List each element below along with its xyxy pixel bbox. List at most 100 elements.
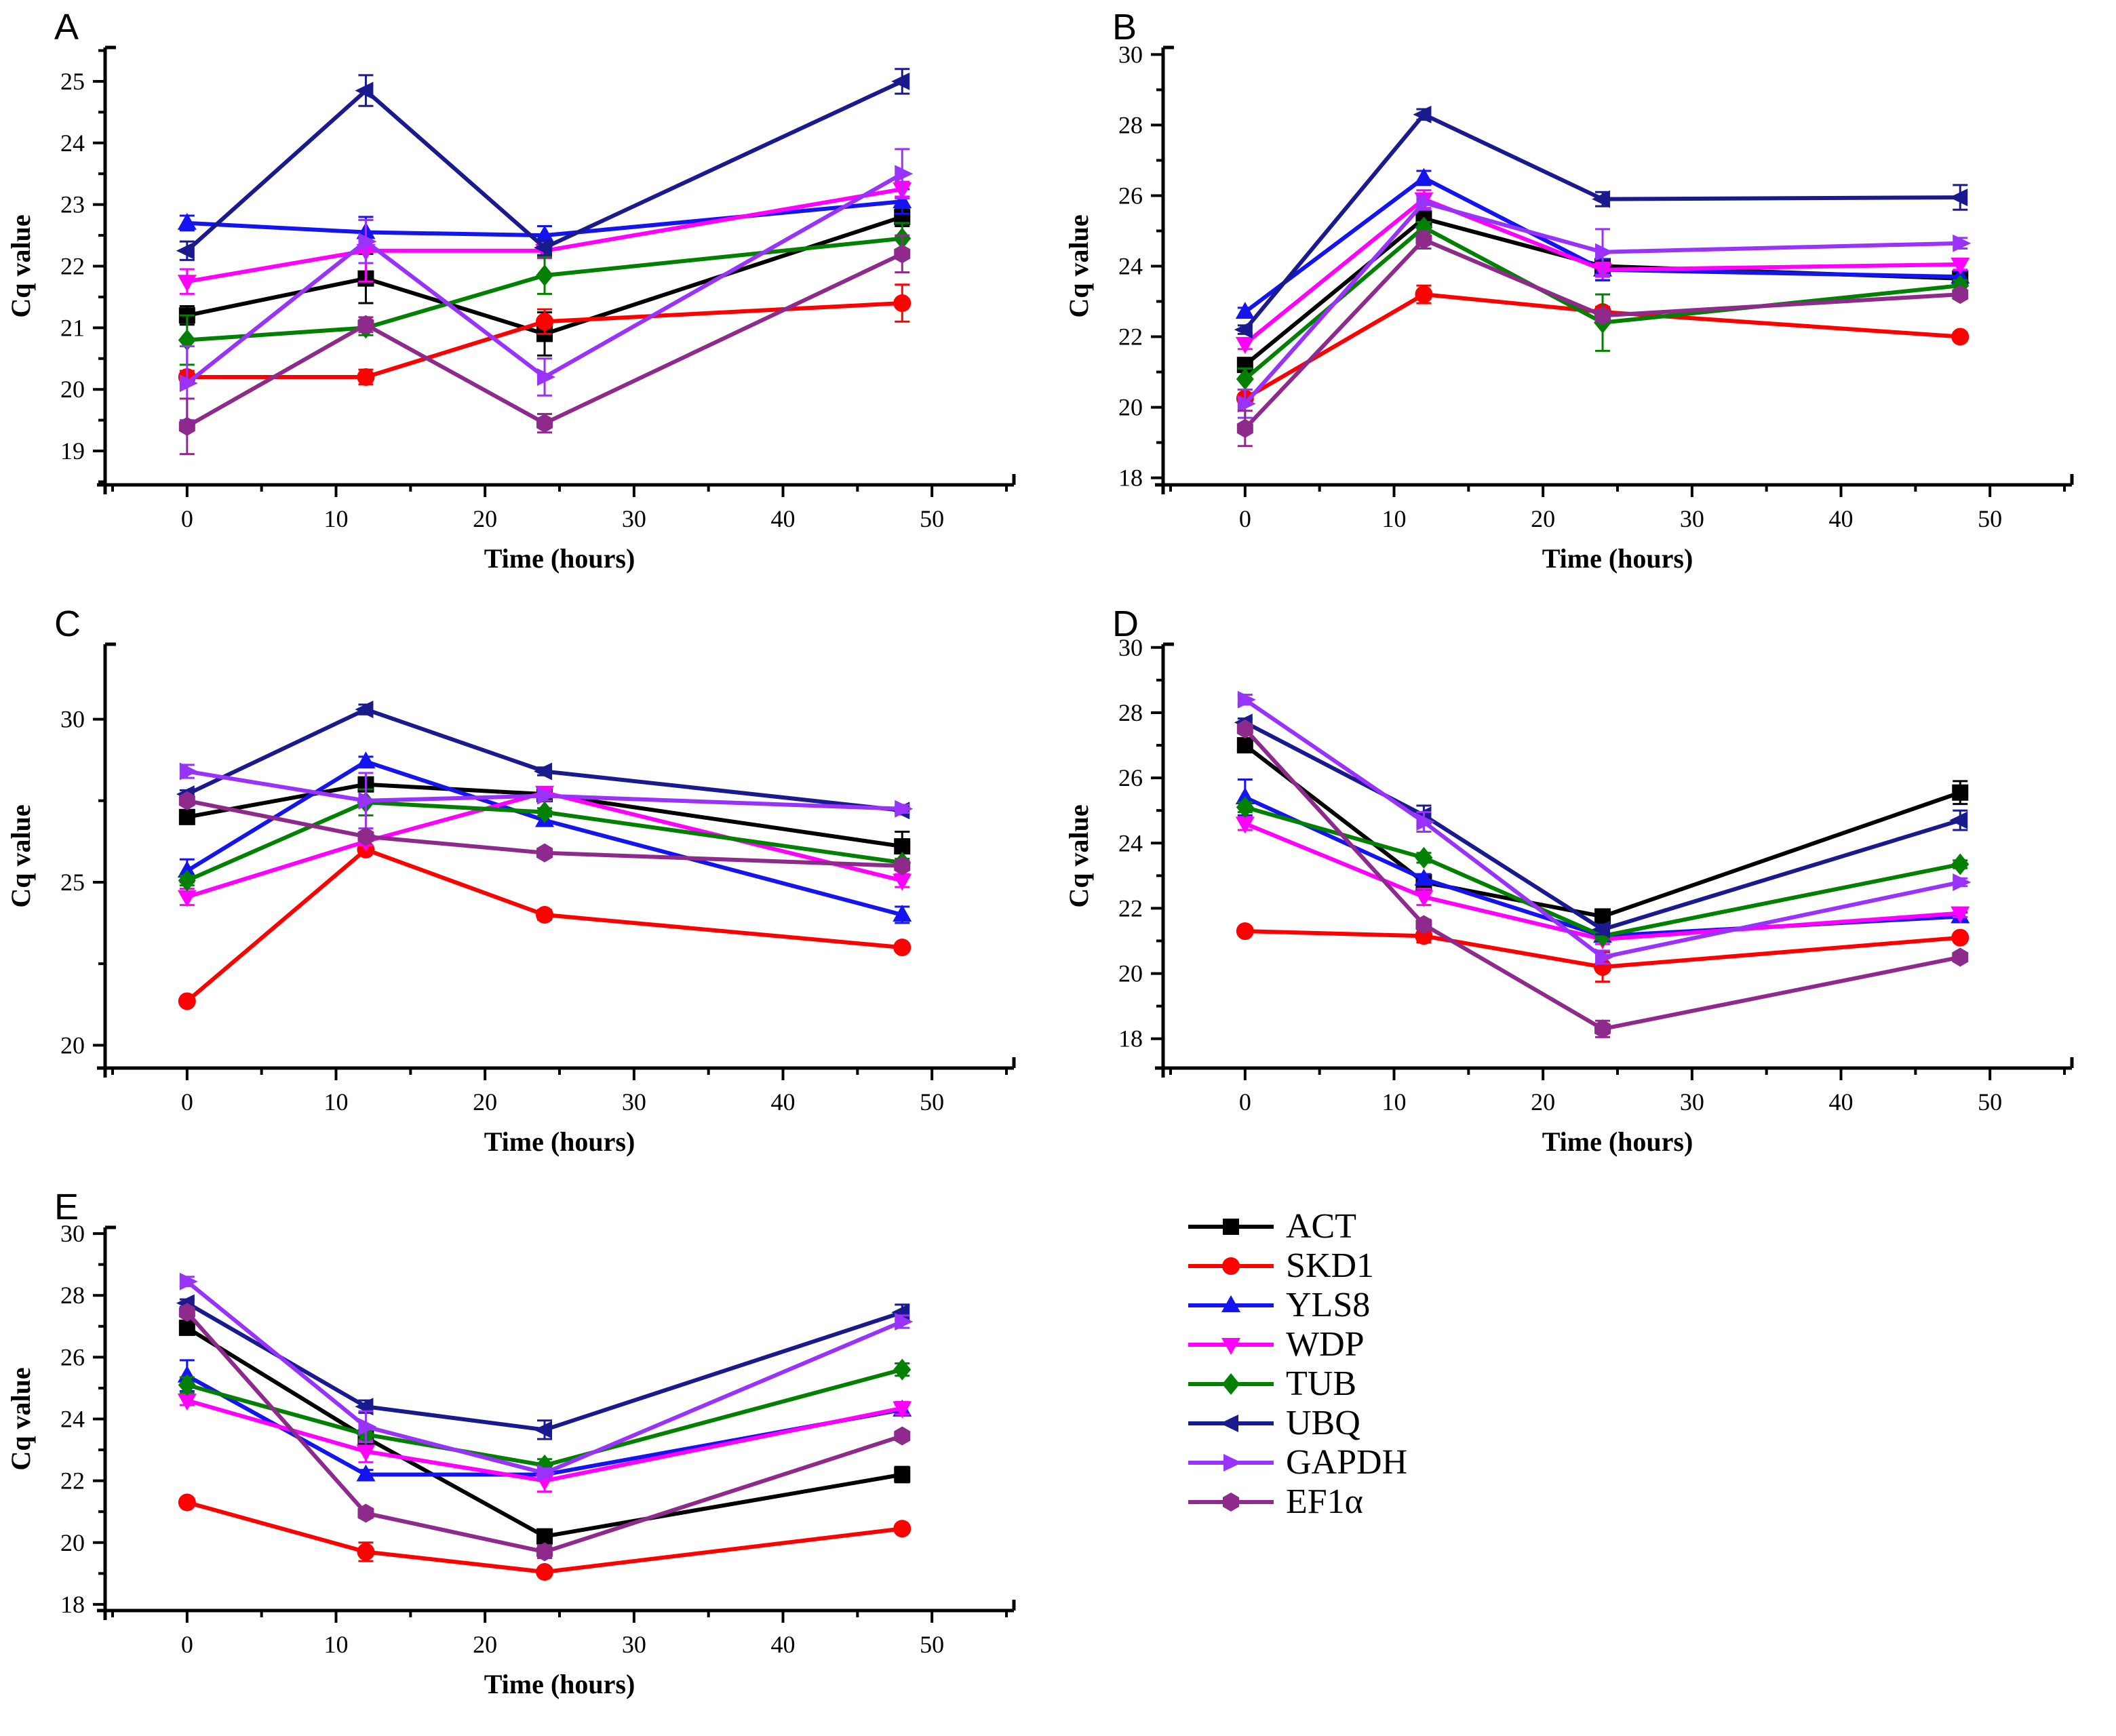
x-tick-label: 10 <box>324 1631 348 1658</box>
x-axis-title: Time (hours) <box>484 1669 635 1699</box>
chart-svg-A: 19 20 21 22 23 24 25 0 10 20 30 40 50 Time (hours) Cq … <box>5 7 1016 574</box>
hexagon-marker <box>1594 1019 1611 1039</box>
legend-label-SKD1: SKD1 <box>1286 1246 1375 1285</box>
triangle-up-marker <box>1235 302 1255 319</box>
triangle-left-marker <box>1592 920 1611 939</box>
series-line-WDP <box>1243 197 1961 346</box>
y-tick-label: 20 <box>1118 394 1143 421</box>
hexagon-marker <box>536 843 553 863</box>
legend-swatch-UBQ <box>1188 1415 1274 1432</box>
tick-labels-E: 18 20 22 24 26 28 30 0 10 20 30 40 50 <box>60 1220 944 1658</box>
legend-swatch-TUB <box>1188 1373 1274 1395</box>
circle-marker <box>1236 922 1254 941</box>
x-tick-label: 50 <box>920 1088 944 1116</box>
series-line-EF1a <box>185 1311 903 1554</box>
y-tick-label: 18 <box>1118 465 1143 492</box>
x-tick-label: 0 <box>1239 1088 1251 1116</box>
triangle-up-marker <box>535 225 555 243</box>
series-SKD1 <box>178 1493 912 1581</box>
panel-a: 19 20 21 22 23 24 25 0 10 20 30 40 50 Time (hours) Cq … <box>0 7 1058 604</box>
x-axis-title: Time (hours) <box>1542 543 1693 574</box>
circle-marker <box>357 1543 375 1561</box>
triangle-right-marker <box>1223 1454 1242 1472</box>
triangle-left-marker <box>534 1421 553 1439</box>
y-tick-label: 28 <box>1118 111 1143 138</box>
hexagon-marker <box>536 1542 553 1562</box>
circle-marker <box>536 1563 554 1581</box>
legend-item-WDP: WDP <box>1187 1325 2116 1364</box>
hexagon-marker <box>1415 230 1432 250</box>
triangle-down-marker <box>177 1394 197 1411</box>
triangle-down-marker <box>893 1401 912 1419</box>
y-axis-title: Cq value <box>1063 214 1094 317</box>
y-tick-label: 18 <box>60 1591 85 1618</box>
y-tick-label: 20 <box>60 376 85 403</box>
triangle-right-marker <box>895 1312 914 1330</box>
series-YLS8 <box>177 188 912 249</box>
x-tick-label: 40 <box>1829 1088 1854 1116</box>
triangle-left-marker <box>355 81 374 100</box>
legend-label-GAPDH: GAPDH <box>1286 1443 1408 1482</box>
diamond-marker <box>536 801 554 823</box>
diamond-marker <box>1236 368 1254 390</box>
y-tick-label: 25 <box>60 869 85 896</box>
x-tick-label: 0 <box>1239 505 1251 532</box>
legend-swatch-WDP <box>1188 1338 1274 1355</box>
y-tick-label: 22 <box>60 253 85 280</box>
series-EF1a <box>1236 229 1969 448</box>
legend-swatch-ACT <box>1188 1219 1274 1235</box>
x-tick-label: 20 <box>473 1088 497 1116</box>
ticks-E <box>93 1232 1008 1623</box>
legend-label-UBQ: UBQ <box>1286 1404 1360 1442</box>
square-marker <box>178 808 195 825</box>
series-line-WDP <box>1244 821 1961 942</box>
triangle-up-marker <box>1414 167 1434 185</box>
triangle-down-marker <box>1235 816 1255 834</box>
series-line-EF1a <box>186 252 903 429</box>
legend-item-ACT: ACT <box>1187 1207 2116 1246</box>
x-tick-label: 0 <box>181 505 193 532</box>
y-tick-label: 18 <box>1118 1025 1143 1052</box>
triangle-up-marker <box>1235 787 1255 804</box>
triangle-right-marker <box>537 787 556 805</box>
circle-marker <box>893 1520 912 1538</box>
legend-swatch-EF1a <box>1188 1493 1274 1512</box>
triangle-left-marker <box>534 762 553 781</box>
panel-d: 18 20 22 24 26 28 30 0 10 20 30 40 50 Time (hours) Cq … <box>1058 604 2116 1187</box>
series-EF1a <box>178 791 911 875</box>
series-line-GAPDH <box>1244 698 1961 960</box>
series-line-YLS8 <box>186 759 903 917</box>
x-tick-label: 10 <box>1382 505 1406 532</box>
series-UBQ <box>1234 105 1968 339</box>
chart-svg-D: 18 20 22 24 26 28 30 0 10 20 30 40 50 Time (hours) Cq … <box>1063 604 2074 1157</box>
series-line-SKD1 <box>187 1500 903 1575</box>
x-tick-label: 30 <box>1680 505 1704 532</box>
x-tick-label: 50 <box>920 1631 944 1658</box>
y-tick-label: 21 <box>60 314 85 341</box>
ticks-A <box>93 49 1008 497</box>
series-GAPDH <box>179 1272 914 1482</box>
y-axis-title: Cq value <box>1063 804 1094 907</box>
y-tick-label: 26 <box>1118 764 1143 791</box>
triangle-left-marker <box>1234 321 1253 339</box>
series-EF1a <box>1236 719 1969 1039</box>
square-marker <box>1952 784 1969 801</box>
series-GAPDH <box>1237 690 1972 966</box>
triangle-right-marker <box>1416 193 1435 212</box>
triangle-up-marker <box>893 191 912 209</box>
x-tick-label: 30 <box>622 1088 646 1116</box>
circle-marker <box>1415 927 1433 945</box>
legend-item-UBQ: UBQ <box>1187 1404 2116 1443</box>
chart-svg-B: 18 20 22 24 26 28 30 0 10 20 30 40 50 Time (hours) Cq … <box>1063 7 2074 574</box>
panel-e: 18 20 22 24 26 28 30 0 10 20 30 40 50 Time (hours) Cq … <box>0 1187 1058 1729</box>
legend-label-WDP: WDP <box>1286 1325 1365 1364</box>
diamond-marker <box>893 1358 912 1381</box>
diamond-marker <box>1236 796 1254 818</box>
triangle-left-marker <box>891 72 910 90</box>
y-tick-label: 30 <box>1118 634 1143 661</box>
hexagon-marker <box>357 315 374 334</box>
y-tick-label: 22 <box>60 1467 85 1495</box>
hexagon-marker <box>1236 719 1253 738</box>
legend-label-TUB: TUB <box>1286 1364 1356 1403</box>
panel-letter-D: D <box>1112 604 1139 644</box>
